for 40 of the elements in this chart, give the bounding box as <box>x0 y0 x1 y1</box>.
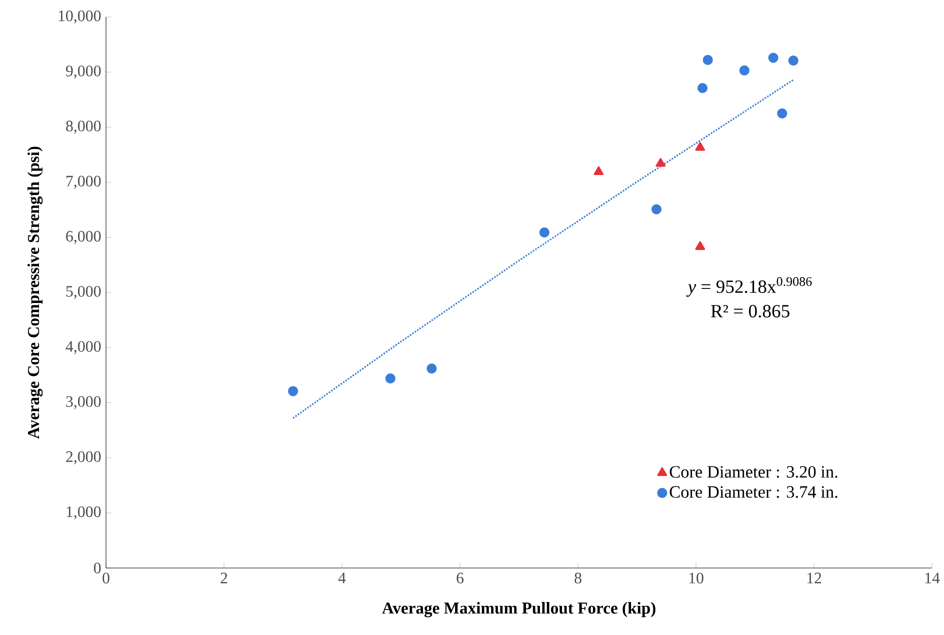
point <box>695 142 706 151</box>
x-tick-label: 6 <box>456 572 464 584</box>
y-tick-label: 8,000 <box>66 120 101 134</box>
point <box>768 52 778 63</box>
point <box>739 65 750 76</box>
y-tick-label: 9,000 <box>66 66 101 79</box>
y-axis-title: Average Core Compressive Strength (psi) <box>27 146 43 439</box>
x-tick-label: 4 <box>338 572 346 584</box>
y-tick-label: 1,000 <box>66 506 101 520</box>
point <box>695 241 706 250</box>
x-tick-label: 0 <box>102 572 110 584</box>
y-tick-label: 4,000 <box>66 341 101 354</box>
x-tick-label: 12 <box>807 572 822 584</box>
point <box>539 227 550 238</box>
point <box>656 158 666 167</box>
annotation: y = 952.18x$^{0.9086}$ <box>686 277 812 297</box>
y-tick-label: 0 <box>94 562 101 574</box>
point <box>697 83 708 94</box>
x-tick-label: 14 <box>925 572 940 584</box>
point <box>702 54 713 66</box>
point <box>288 386 298 396</box>
legend-label: Core Diameter : 3.74 in. <box>670 486 838 498</box>
y-tick-label: 6,000 <box>66 230 101 244</box>
y-tick-label: 2,000 <box>66 451 101 464</box>
point <box>385 373 396 384</box>
point <box>426 363 437 374</box>
y-tick-label: 10,000 <box>58 10 101 24</box>
point <box>594 166 604 176</box>
annotation: R² = 0.865 <box>711 304 790 318</box>
y-tick-label: 7,000 <box>66 176 101 189</box>
y-tick-label: 5,000 <box>66 286 101 300</box>
point <box>788 55 798 66</box>
point <box>777 108 788 118</box>
x-tick-label: 10 <box>689 572 704 584</box>
y-tick-label: 3,000 <box>66 396 101 410</box>
x-tick-label: 8 <box>574 572 582 584</box>
point <box>651 204 662 214</box>
x-axis-title: Average Maximum Pullout Force (kip) <box>382 602 656 618</box>
x-tick-label: 2 <box>220 572 228 584</box>
legend-label: Core Diameter : 3.20 in. <box>670 466 838 478</box>
